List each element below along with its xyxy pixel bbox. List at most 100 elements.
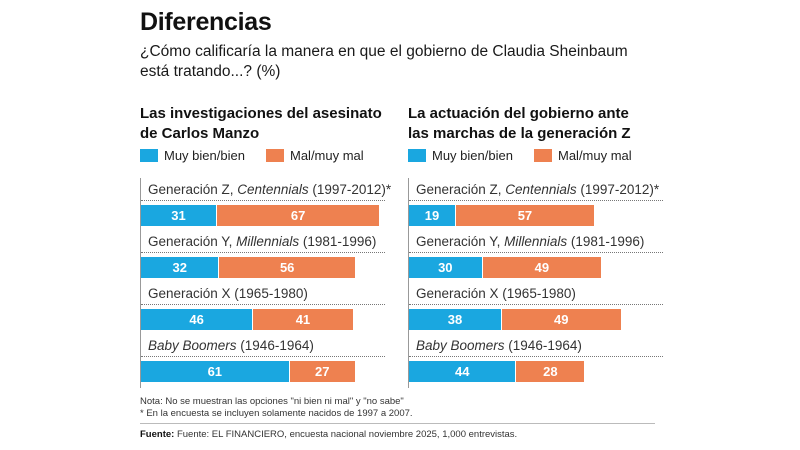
bar-muy-bien-bien xyxy=(141,257,219,278)
bar-plot: Generación Z, Centennials (1997-2012)* 19… xyxy=(408,178,663,388)
bar-muy-bien-bien xyxy=(409,361,516,382)
bar-muy-bien-bien xyxy=(141,361,289,382)
category-label-years: (1997-2012)* xyxy=(576,182,660,197)
category-label-text: Generación Y, xyxy=(416,234,505,249)
category-label-text: Generación X (1965-1980) xyxy=(416,286,576,301)
bar-value-label: 61 xyxy=(207,364,223,379)
category-label-italic: Baby Boomers xyxy=(148,338,237,353)
category-label: Baby Boomers (1946-1964) xyxy=(416,338,582,353)
note-birth-years: * En la encuesta se incluyen solamente n… xyxy=(140,408,413,419)
legend-item-negative: Mal/muy mal xyxy=(266,148,364,163)
category-label-years: (1997-2012)* xyxy=(308,182,392,197)
bar-value-label: 27 xyxy=(315,364,330,379)
legend-label-positive: Muy bien/bien xyxy=(432,148,513,163)
legend-swatch-blue xyxy=(140,149,158,162)
category-label: Generación Y, Millennials (1981-1996) xyxy=(416,234,644,249)
bar-mal-muy-mal xyxy=(455,205,594,226)
bar-muy-bien-bien xyxy=(409,309,501,330)
bar-muy-bien-bien xyxy=(141,205,217,226)
source-text: Fuente: EL FINANCIERO, encuesta nacional… xyxy=(174,429,518,440)
legend-swatch-blue xyxy=(408,149,426,162)
bar-value-label: 38 xyxy=(447,312,463,327)
bar-value-label: 30 xyxy=(438,260,453,275)
dotted-separator xyxy=(141,252,385,253)
panel-title: La actuación del gobierno ante las march… xyxy=(408,105,631,142)
dotted-separator xyxy=(409,200,663,201)
bar-mal-muy-mal xyxy=(289,361,355,382)
category-label-italic: Centennials xyxy=(505,182,577,197)
bar-value-label: 46 xyxy=(189,312,204,327)
bar-value-label: 28 xyxy=(543,364,558,379)
dotted-separator xyxy=(141,356,385,357)
category-label-text: Generación Z, xyxy=(416,182,506,197)
bar-value-label: 19 xyxy=(424,208,440,223)
panel-carlos-manzo: Las investigaciones del asesinato de Car… xyxy=(140,104,391,388)
bar-muy-bien-bien xyxy=(141,309,253,330)
source-label: Fuente: xyxy=(140,429,175,440)
bar-mal-muy-mal xyxy=(516,361,585,382)
dotted-separator xyxy=(409,252,663,253)
legend-label-negative: Mal/muy mal xyxy=(558,148,632,163)
category-label: Generación Y, Millennials (1981-1996) xyxy=(148,234,376,249)
source-line: Fuente: Fuente: EL FINANCIERO, encuesta … xyxy=(140,429,517,440)
bar-mal-muy-mal xyxy=(501,309,621,330)
bar-muy-bien-bien xyxy=(409,257,482,278)
category-group: Baby Boomers (1946-1964) 61 27 xyxy=(141,334,385,386)
category-group: Generación Y, Millennials (1981-1996) 32 5… xyxy=(141,230,385,282)
chart-title: Diferencias xyxy=(140,8,272,36)
panel-title: Las investigaciones del asesinato de Car… xyxy=(140,105,382,142)
category-group: Generación Z, Centennials (1997-2012)* 19… xyxy=(409,178,663,230)
legend-item-positive: Muy bien/bien xyxy=(408,148,513,163)
legend-label-negative: Mal/muy mal xyxy=(290,148,364,163)
panel-marchas-generacion-z: La actuación del gobierno ante las march… xyxy=(408,104,663,388)
category-label-text: Generación X (1965-1980) xyxy=(148,286,308,301)
bar-value-label: 49 xyxy=(554,312,569,327)
category-group: Generación Z, Centennials (1997-2012)* 31… xyxy=(141,178,391,230)
bar-mal-muy-mal xyxy=(217,205,380,226)
dotted-separator xyxy=(409,304,663,305)
chart-subtitle: ¿Cómo calificaría la manera en que el go… xyxy=(140,43,628,80)
legend: Muy bien/bien Mal/muy mal xyxy=(140,148,400,168)
category-label: Generación Z, Centennials (1997-2012)* xyxy=(148,182,391,197)
category-group: Baby Boomers (1946-1964) 44 28 xyxy=(409,334,663,386)
bar-value-label: 67 xyxy=(290,208,306,223)
bar-muy-bien-bien xyxy=(409,205,455,226)
note-omitted-options: Nota: No se muestran las opciones "ni bi… xyxy=(140,396,404,407)
category-label-years: (1981-1996) xyxy=(299,234,377,249)
category-label-text: Generación Z, xyxy=(148,182,238,197)
legend-item-negative: Mal/muy mal xyxy=(534,148,632,163)
dotted-separator xyxy=(141,200,385,201)
bar-plot: Generación Z, Centennials (1997-2012)* 31… xyxy=(140,178,391,388)
category-label-italic: Centennials xyxy=(237,182,309,197)
category-label-text: Generación Y, xyxy=(148,234,237,249)
dotted-separator xyxy=(409,356,663,357)
category-label: Generación X (1965-1980) xyxy=(148,286,308,301)
legend: Muy bien/bien Mal/muy mal xyxy=(408,148,668,168)
bar-value-label: 49 xyxy=(534,260,550,275)
bar-mal-muy-mal xyxy=(219,257,355,278)
bar-value-label: 41 xyxy=(295,312,311,327)
legend-swatch-orange xyxy=(534,149,552,162)
category-label-years: (1946-1964) xyxy=(504,338,582,353)
legend-swatch-orange xyxy=(266,149,284,162)
category-label: Generación X (1965-1980) xyxy=(416,286,576,301)
legend-label-positive: Muy bien/bien xyxy=(164,148,245,163)
category-label: Baby Boomers (1946-1964) xyxy=(148,338,314,353)
category-group: Generación X (1965-1980) 46 41 xyxy=(141,282,385,334)
category-label-italic: Millennials xyxy=(236,234,300,249)
category-label-years: (1981-1996) xyxy=(567,234,645,249)
category-label: Generación Z, Centennials (1997-2012)* xyxy=(416,182,659,197)
category-label-italic: Millennials xyxy=(504,234,568,249)
category-label-years: (1946-1964) xyxy=(236,338,314,353)
bar-value-label: 57 xyxy=(517,208,533,223)
category-label-italic: Baby Boomers xyxy=(416,338,505,353)
legend-item-positive: Muy bien/bien xyxy=(140,148,245,163)
divider xyxy=(140,423,655,424)
category-group: Generación X (1965-1980) 38 49 xyxy=(409,282,663,334)
bar-mal-muy-mal xyxy=(482,257,602,278)
category-group: Generación Y, Millennials (1981-1996) 30 4… xyxy=(409,230,663,282)
bar-mal-muy-mal xyxy=(253,309,353,330)
bar-value-label: 44 xyxy=(455,364,470,379)
bar-value-label: 56 xyxy=(279,260,295,275)
bar-value-label: 32 xyxy=(172,260,187,275)
